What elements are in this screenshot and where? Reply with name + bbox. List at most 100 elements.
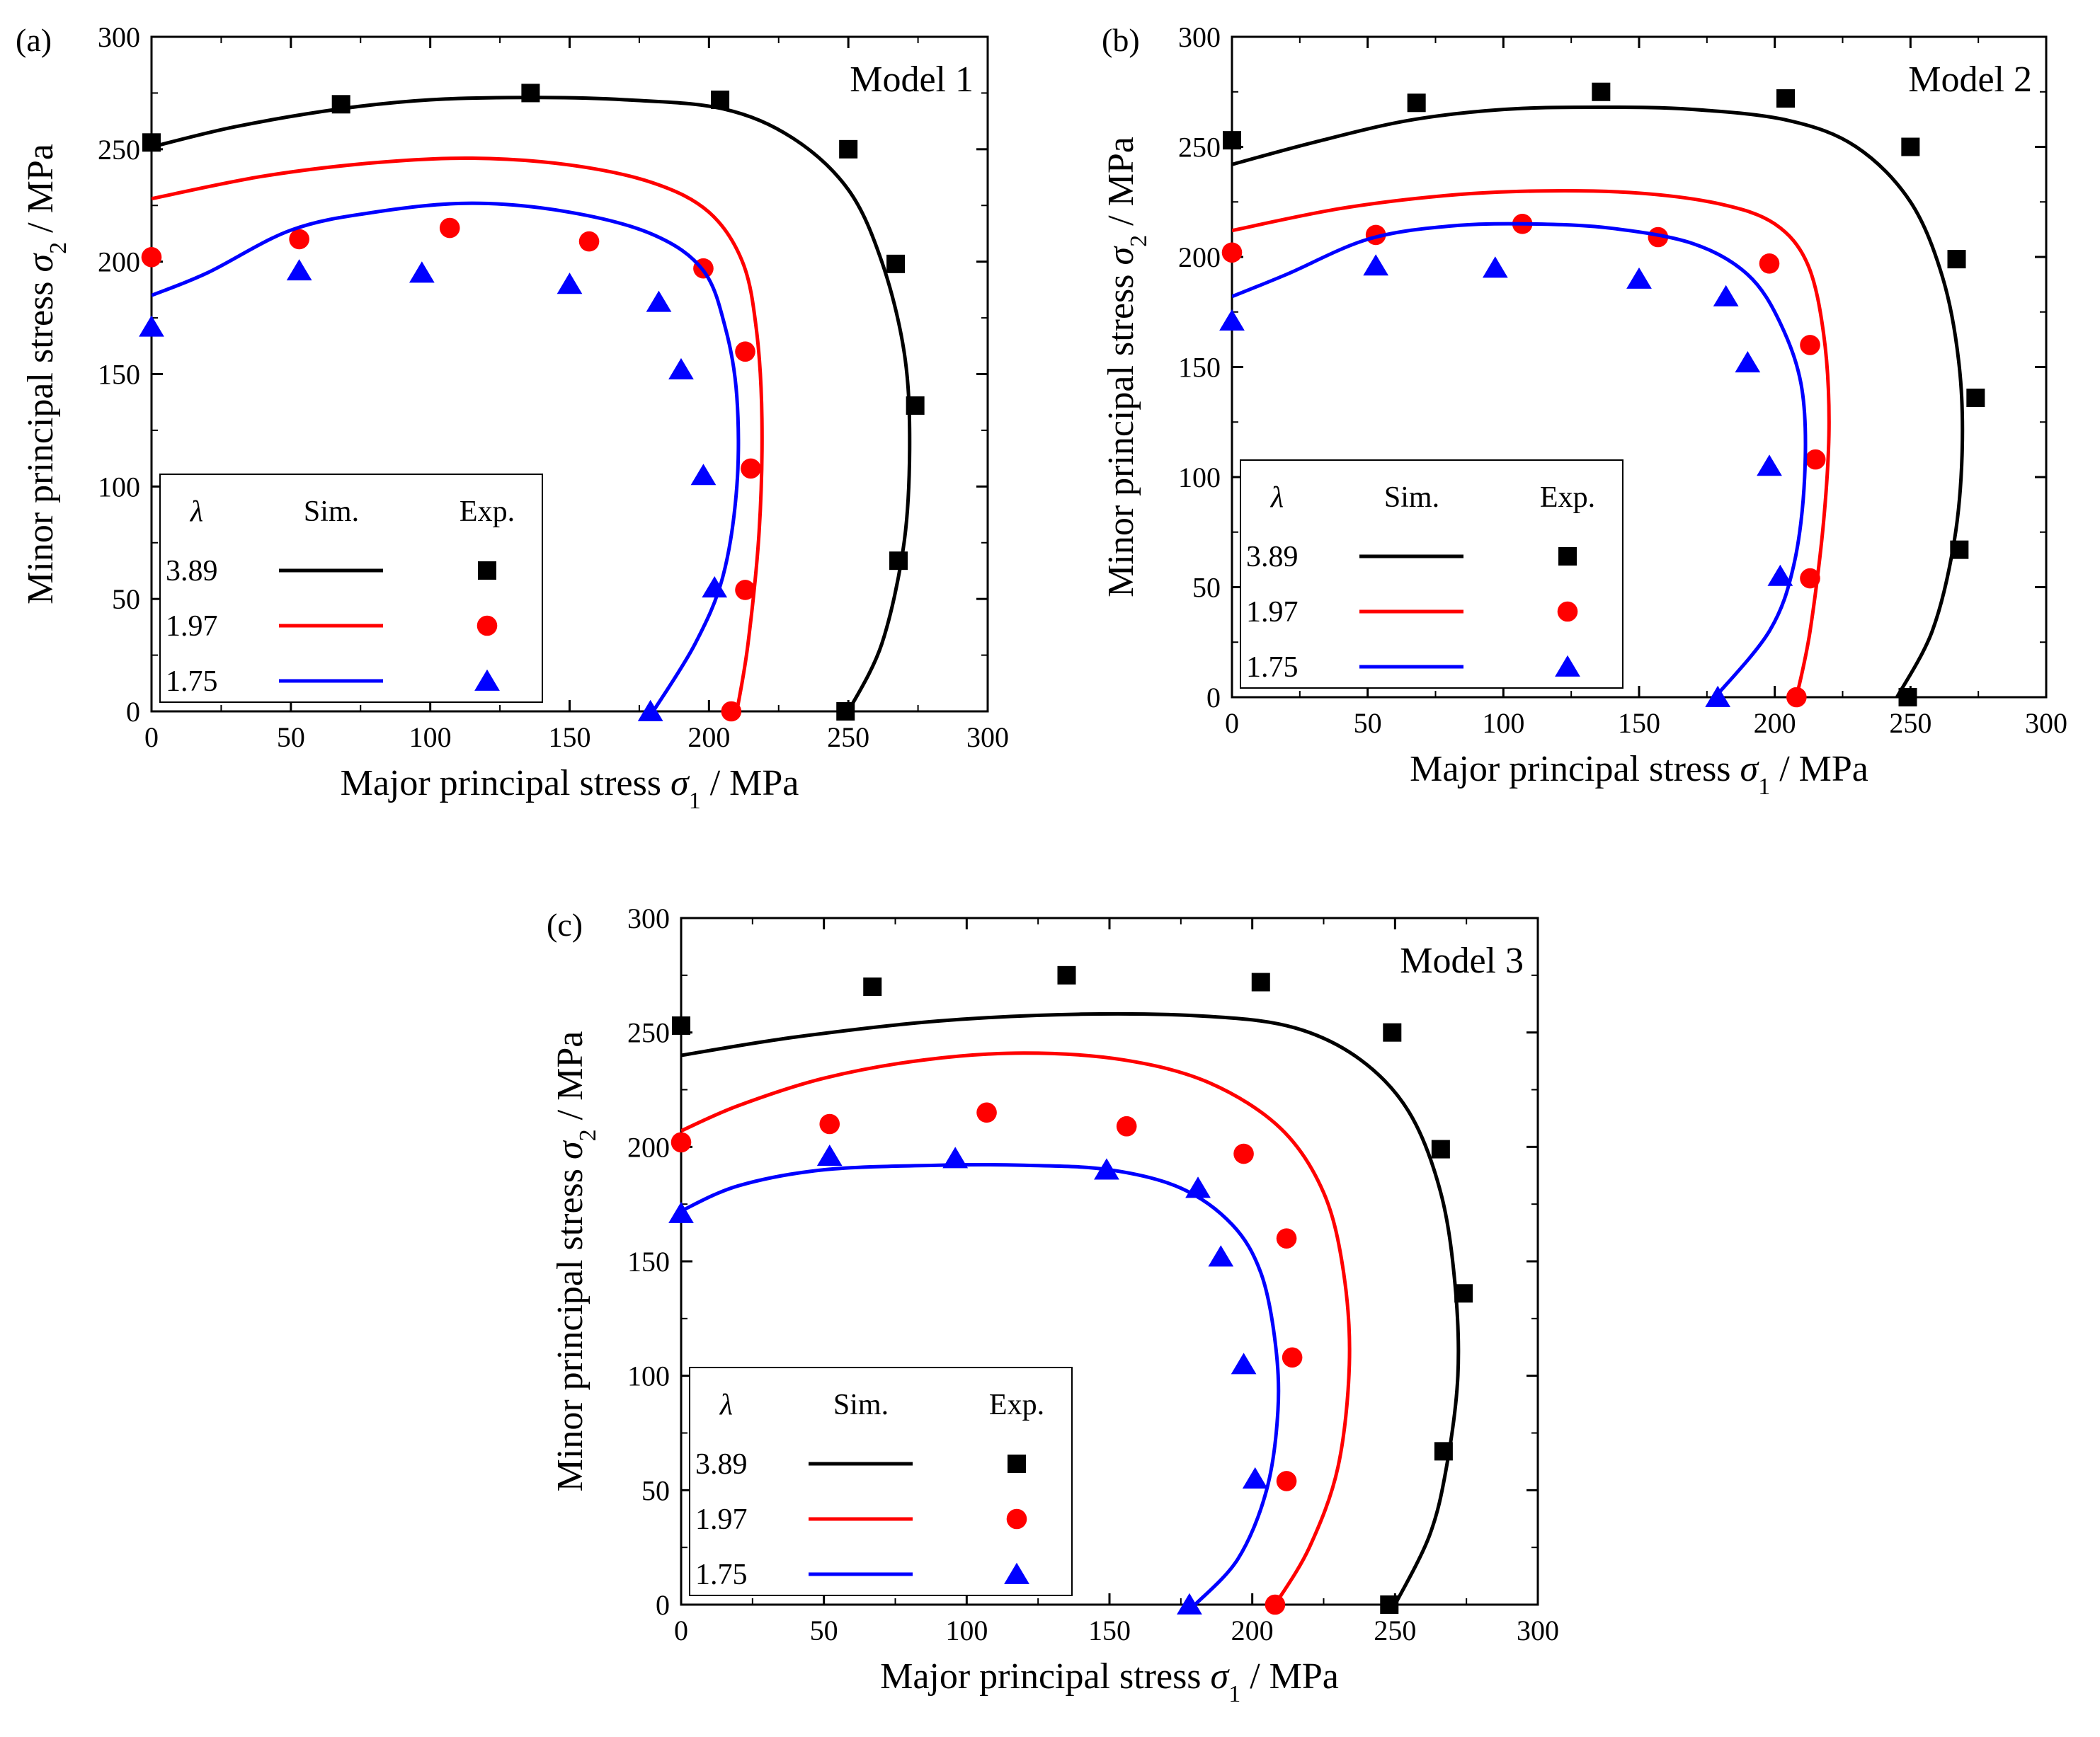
legend-exp-marker-1.75	[474, 669, 500, 691]
exp-point-3.89	[1947, 250, 1966, 269]
legend-box	[1240, 459, 1623, 689]
exp-point-1.75	[668, 357, 694, 379]
sim-curve-1.97	[681, 1051, 1352, 1605]
exp-point-3.89	[1898, 688, 1917, 706]
y-axis-title-part: σ	[1101, 245, 1141, 265]
y-axis-title-part: Minor principal stress	[1101, 265, 1141, 597]
legend-box	[689, 1367, 1073, 1596]
exp-point-1.97	[578, 231, 600, 252]
sim-curve-1.75	[681, 1162, 1281, 1605]
y-tick-label: 200	[98, 246, 140, 278]
legend-lambda-1.97: 1.97	[166, 610, 218, 643]
y-tick-label: 150	[98, 359, 140, 391]
sim-curve-3.89	[152, 96, 912, 711]
x-tick-label: 150	[549, 721, 591, 753]
exp-point-1.97	[670, 1132, 692, 1153]
legend-header-lambda: λ	[1269, 481, 1284, 514]
x-axis-title: Major principal stress σ1 / MPa	[1410, 749, 1868, 800]
x-tick-label: 200	[687, 721, 730, 753]
exp-point-1.97	[819, 1113, 840, 1135]
legend-exp-marker-1.97	[1557, 601, 1578, 622]
x-tick-label: 50	[810, 1615, 838, 1646]
panel-label: (a)	[16, 22, 52, 58]
exp-point-3.89	[836, 702, 855, 721]
y-tick-label: 50	[1192, 572, 1221, 604]
x-axis-title-part: Major principal stress	[341, 763, 670, 803]
exp-point-1.75	[1208, 1245, 1234, 1267]
x-tick-label: 0	[1225, 707, 1239, 739]
x-tick-label: 50	[277, 721, 305, 753]
exp-point-1.75	[1363, 254, 1389, 276]
panel-label: (c)	[547, 907, 583, 943]
legend: λ Sim. Exp. 3.89 1.97 1.75	[1240, 459, 1623, 689]
exp-point-1.97	[1648, 227, 1669, 248]
exp-point-1.75	[1219, 309, 1245, 331]
exp-point-1.75	[286, 259, 312, 281]
exp-point-3.89	[906, 396, 925, 415]
y-axis-title: Minor principal stress σ2 / MPa	[550, 1031, 601, 1492]
exp-point-1.75	[1767, 564, 1793, 586]
x-axis-title-part: Major principal stress	[1410, 749, 1740, 789]
legend: λ Sim. Exp. 3.89 1.97 1.75	[689, 1367, 1073, 1596]
exp-point-3.89	[1901, 137, 1920, 156]
legend-lambda-1.75: 1.75	[166, 665, 218, 698]
legend-exp-marker-3.89	[1558, 547, 1577, 566]
legend-lambda-3.89: 3.89	[1246, 541, 1299, 573]
legend-exp-marker-3.89	[478, 561, 496, 580]
x-tick-label: 100	[409, 721, 452, 753]
exp-point-3.89	[1431, 1140, 1450, 1159]
exp-point-1.97	[976, 1102, 997, 1123]
y-tick-label: 300	[98, 21, 140, 53]
y-tick-label: 100	[98, 471, 140, 503]
exp-point-3.89	[886, 254, 906, 273]
exp-point-3.89	[142, 133, 161, 152]
y-axis-title-part: / MPa	[21, 144, 61, 242]
exp-point-1.97	[1116, 1116, 1137, 1137]
x-tick-label: 150	[1618, 707, 1660, 739]
exp-point-3.89	[331, 95, 350, 114]
y-tick-label: 0	[656, 1589, 670, 1621]
legend-header-exp: Exp.	[989, 1389, 1044, 1421]
exp-point-3.89	[1950, 540, 1969, 559]
x-tick-label: 300	[1517, 1615, 1559, 1646]
x-axis-title-part: 1	[689, 788, 701, 814]
legend-lambda-1.97: 1.97	[1246, 596, 1299, 629]
exp-point-1.75	[668, 1201, 694, 1223]
x-axis-title-part: σ	[1740, 749, 1760, 789]
exp-point-1.97	[1282, 1347, 1303, 1368]
exp-point-1.75	[1242, 1467, 1268, 1489]
exp-point-3.89	[1776, 89, 1795, 108]
sim-curve-1.75	[1232, 222, 1808, 697]
exp-point-1.75	[637, 699, 663, 721]
exp-point-3.89	[521, 84, 540, 103]
legend-header-lambda: λ	[719, 1389, 733, 1421]
y-axis-title-part: σ	[21, 252, 61, 272]
legend-lambda-1.75: 1.75	[1246, 651, 1299, 684]
y-tick-label: 150	[627, 1246, 670, 1278]
x-axis-title-part: / MPa	[701, 763, 799, 803]
exp-point-3.89	[839, 139, 858, 159]
exp-point-3.89	[1592, 82, 1611, 101]
legend-header-sim: Sim.	[1384, 481, 1439, 514]
y-tick-label: 200	[627, 1131, 670, 1163]
exp-point-1.97	[1276, 1471, 1297, 1491]
exp-point-3.89	[1966, 389, 1985, 408]
exp-point-1.75	[646, 290, 672, 312]
y-tick-label: 250	[1178, 132, 1221, 164]
x-tick-label: 300	[966, 721, 1009, 753]
sim-curve-1.97	[1232, 189, 1831, 697]
x-tick-label: 0	[674, 1615, 688, 1646]
exp-point-1.97	[741, 458, 761, 479]
panel-3: 0 50 100 150 200 250 300 0 50 100 150 200 250 300 Majo…	[547, 902, 1559, 1707]
panel-2: 0 50 100 150 200 250 300 0 50 100 150 200 250 300 Majo…	[1101, 21, 2067, 800]
y-tick-label: 250	[98, 134, 140, 166]
exp-point-1.75	[1757, 454, 1782, 476]
x-tick-label: 150	[1088, 1615, 1131, 1646]
exp-point-1.97	[721, 701, 742, 722]
legend-lambda-1.97: 1.97	[695, 1503, 748, 1536]
exp-point-1.97	[1221, 242, 1243, 263]
legend: λ Sim. Exp. 3.89 1.97 1.75	[159, 474, 543, 703]
legend-lambda-3.89: 3.89	[166, 555, 218, 587]
exp-point-1.97	[735, 341, 755, 362]
